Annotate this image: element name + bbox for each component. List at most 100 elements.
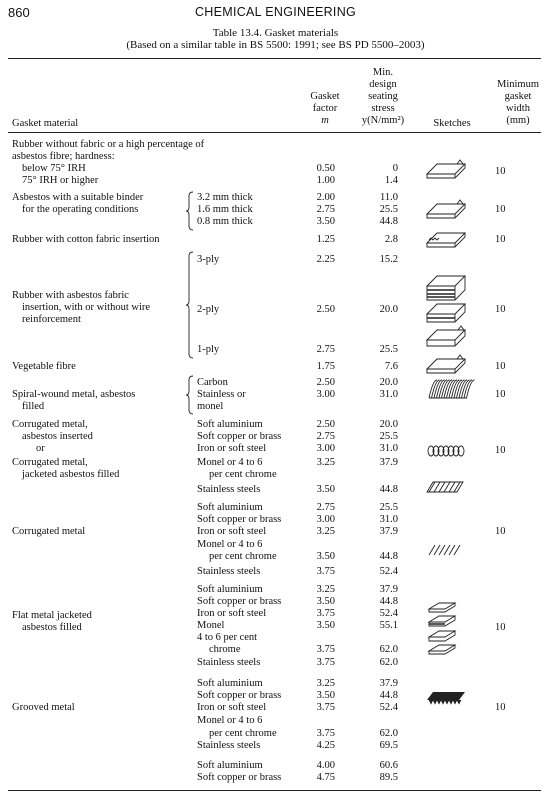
seating-stress-value: 52.4 <box>379 608 398 619</box>
seating-stress-value: 31.0 <box>379 514 398 525</box>
gasket-sketch-icon <box>425 354 467 374</box>
gasket-material-text: or <box>36 443 45 454</box>
material-variant-text: Stainless steels <box>197 657 261 668</box>
seating-stress-value: 69.5 <box>379 740 398 751</box>
seating-stress-value: 25.5 <box>379 502 398 513</box>
gasket-factor-value: 2.75 <box>316 344 335 355</box>
gasket-factor-value: 1.25 <box>316 234 335 245</box>
gasket-sketch-icon <box>426 481 464 493</box>
seating-stress-value: 15.2 <box>379 254 398 265</box>
min-width-value: 10 <box>495 622 506 633</box>
gasket-sketch-icon <box>425 232 467 248</box>
gasket-material-text: Vegetable fibre <box>12 361 76 372</box>
seating-stress-value: 62.0 <box>379 644 398 655</box>
seating-stress-value: 60.6 <box>379 760 398 771</box>
gasket-factor-value: 2.75 <box>316 431 335 442</box>
gasket-factor-value: 3.25 <box>316 457 335 468</box>
material-variant-text: chrome <box>209 644 241 655</box>
material-variant-text: Monel or 4 to 6 <box>197 539 263 550</box>
seating-stress-value: 25.5 <box>379 204 398 215</box>
material-variant-text: Soft copper or brass <box>197 514 282 525</box>
material-variant-text: Stainless steels <box>197 566 261 577</box>
variant-brace <box>185 375 194 415</box>
gasket-factor-value: 3.50 <box>316 596 335 607</box>
gasket-sketch-icon <box>427 445 465 457</box>
material-variant-text: 1-ply <box>197 344 220 355</box>
gasket-material-text: asbestos inserted <box>22 431 93 442</box>
gasket-material-text: Rubber without fabric or a high percenta… <box>12 139 205 150</box>
header-rule <box>8 132 541 133</box>
material-variant-text: Soft copper or brass <box>197 596 282 607</box>
gasket-material-text: below 75° IRH <box>22 163 86 174</box>
gasket-sketch-icon <box>427 615 457 627</box>
table-bottom-rule <box>8 790 541 791</box>
seating-stress-value: 25.5 <box>379 344 398 355</box>
gasket-sketch-icon <box>428 379 475 399</box>
gasket-sketch-icon <box>425 199 467 219</box>
gasket-material-text: Corrugated metal, <box>12 457 88 468</box>
material-variant-text: Iron or soft steel <box>197 526 267 537</box>
gasket-factor-value: 3.50 <box>316 216 335 227</box>
material-variant-text: Soft aluminium <box>197 584 263 595</box>
seating-stress-value: 7.6 <box>384 361 398 372</box>
material-variant-text: Soft copper or brass <box>197 690 282 701</box>
col-header-sketches: Sketches <box>433 118 471 129</box>
gasket-sketch-icon <box>427 692 465 705</box>
gasket-factor-value: 2.50 <box>316 419 335 430</box>
gasket-material-text: Rubber with asbestos fabric <box>12 290 129 301</box>
page-number: 860 <box>8 5 30 20</box>
gasket-material-text: insertion, with or without wire <box>22 302 151 313</box>
seating-stress-value: 89.5 <box>379 772 398 783</box>
gasket-material-text: Grooved metal <box>12 702 75 713</box>
material-variant-text: Stainless or <box>197 389 246 400</box>
gasket-sketch-icon <box>427 644 457 655</box>
seating-stress-value: 55.1 <box>379 620 398 631</box>
gasket-factor-value: 3.25 <box>316 584 335 595</box>
gasket-factor-value: 3.50 <box>316 484 335 495</box>
min-width-value: 10 <box>495 166 506 177</box>
min-width-value: 10 <box>495 304 506 315</box>
gasket-material-text: Corrugated metal, <box>12 419 88 430</box>
gasket-factor-value: 2.00 <box>316 192 335 203</box>
seating-stress-value: 62.0 <box>379 657 398 668</box>
gasket-factor-value: 2.75 <box>316 204 335 215</box>
gasket-factor-value: 4.00 <box>316 760 335 771</box>
material-variant-text: Soft aluminium <box>197 760 263 771</box>
seating-stress-value: 1.4 <box>384 175 398 186</box>
gasket-sketch-icon <box>425 325 467 347</box>
seating-stress-value: 37.9 <box>379 584 398 595</box>
table-top-rule <box>8 58 541 59</box>
seating-stress-value: 11.0 <box>380 192 398 203</box>
gasket-factor-value: 3.00 <box>316 443 335 454</box>
variant-brace <box>185 191 194 231</box>
gasket-factor-value: 4.25 <box>316 740 335 751</box>
gasket-material-text: Flat metal jacketed <box>12 610 92 621</box>
material-variant-text: 4 to 6 per cent <box>197 632 258 643</box>
gasket-factor-value: 4.75 <box>316 772 335 783</box>
material-variant-text: monel <box>197 401 224 412</box>
seating-stress-value: 37.9 <box>379 526 398 537</box>
gasket-material-text: asbestos filled <box>22 622 82 633</box>
material-variant-text: per cent chrome <box>209 728 277 739</box>
seating-stress-value: 2.8 <box>384 234 398 245</box>
material-variant-text: Stainless steels <box>197 484 261 495</box>
gasket-material-text: Rubber with cotton fabric insertion <box>12 234 160 245</box>
seating-stress-value: 20.0 <box>379 377 398 388</box>
material-variant-text: Soft aluminium <box>197 502 263 513</box>
material-variant-text: 3.2 mm thick <box>197 192 253 203</box>
material-variant-text: Monel or 4 to 6 <box>197 457 263 468</box>
gasket-factor-value: 3.75 <box>316 644 335 655</box>
gasket-sketch-icon <box>427 602 457 613</box>
seating-stress-value: 44.8 <box>379 216 398 227</box>
seating-stress-value: 31.0 <box>379 443 398 454</box>
min-width-value: 10 <box>495 389 506 400</box>
material-variant-text: Monel or 4 to 6 <box>197 715 263 726</box>
gasket-factor-value: 3.75 <box>316 728 335 739</box>
gasket-factor-value: 3.25 <box>316 526 335 537</box>
gasket-factor-value: 3.50 <box>316 551 335 562</box>
seating-stress-value: 20.0 <box>379 304 398 315</box>
gasket-sketch-icon <box>425 303 467 323</box>
gasket-factor-value: 3.75 <box>316 608 335 619</box>
seating-stress-value: 52.4 <box>379 702 398 713</box>
gasket-material-text: for the operating conditions <box>22 204 139 215</box>
